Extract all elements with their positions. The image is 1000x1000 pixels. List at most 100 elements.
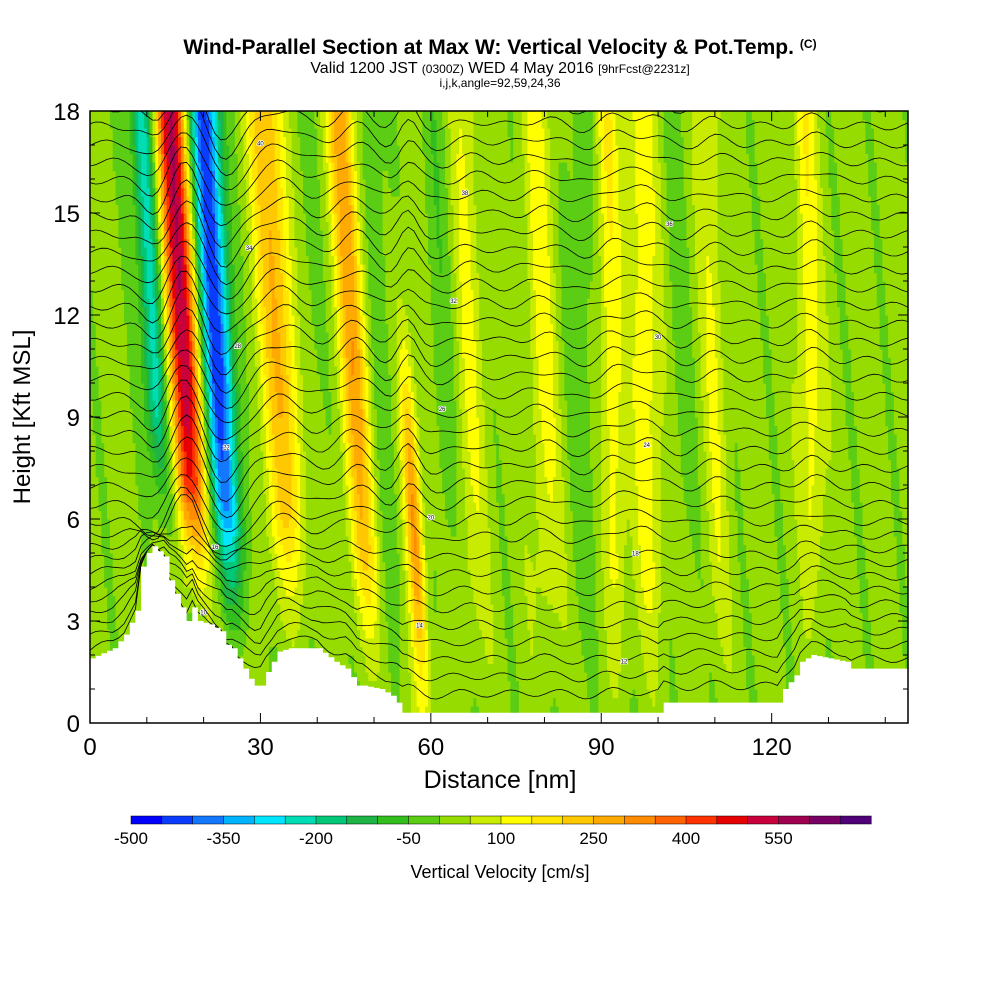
field-cell (232, 179, 236, 189)
field-cell (146, 468, 151, 478)
field-cell (206, 162, 210, 172)
velocity-field (90, 111, 908, 723)
field-cell (149, 272, 154, 282)
field-cell (234, 570, 239, 580)
field-cell (172, 459, 176, 469)
field-cell (166, 391, 171, 401)
field-cell (98, 119, 102, 129)
field-cell (183, 476, 188, 486)
field-cell (126, 374, 131, 384)
field-cell (234, 595, 239, 605)
field-cell (115, 374, 120, 384)
field-cell (217, 434, 222, 444)
field-cell (124, 425, 128, 435)
field-cell (90, 468, 94, 478)
field-cell (212, 170, 216, 180)
field-cell (115, 595, 120, 605)
field-cell (146, 366, 151, 376)
field-cell (118, 366, 122, 376)
field-cell (189, 340, 193, 350)
field-cell (107, 170, 111, 180)
field-cell (104, 400, 108, 410)
field-cell (155, 170, 159, 180)
field-cell (115, 247, 120, 257)
field-cell (189, 391, 193, 401)
field-cell (138, 451, 142, 461)
grid-indices: i,j,k,angle=92,59,24,36 (0, 76, 1000, 90)
field-cell (166, 128, 171, 138)
field-cell (146, 536, 151, 546)
field-cell (192, 544, 196, 554)
field-cell (203, 587, 208, 597)
field-cell (166, 544, 171, 554)
field-cell (112, 315, 117, 325)
field-cell (124, 595, 128, 605)
field-cell (166, 357, 171, 367)
field-cell (92, 570, 97, 580)
field-cell (98, 306, 102, 316)
field-cell (214, 272, 219, 282)
field-cell (92, 561, 97, 571)
field-cell (146, 493, 151, 503)
field-cell (95, 425, 100, 435)
field-cell (217, 204, 222, 214)
field-cell (234, 264, 239, 274)
field-cell (104, 383, 108, 393)
field-cell (175, 425, 179, 435)
field-cell (223, 187, 227, 197)
field-cell (229, 281, 233, 291)
field-cell (232, 391, 236, 401)
field-cell (95, 561, 100, 571)
field-cell (95, 621, 100, 631)
field-cell (223, 204, 227, 214)
field-cell (232, 502, 236, 512)
field-cell (146, 187, 151, 197)
field-cell (158, 417, 162, 427)
field-cell (155, 451, 159, 461)
field-cell (186, 221, 191, 231)
field-cell (109, 289, 114, 299)
field-cell (178, 162, 182, 172)
field-cell (155, 332, 159, 342)
field-cell (197, 119, 202, 129)
field-cell (118, 289, 122, 299)
field-cell (223, 111, 227, 121)
field-cell (217, 179, 222, 189)
field-cell (124, 357, 128, 367)
field-cell (189, 366, 193, 376)
field-cell (163, 187, 168, 197)
field-cell (109, 476, 114, 486)
field-cell (107, 595, 111, 605)
field-cell (92, 468, 97, 478)
field-cell (92, 553, 97, 563)
field-cell (195, 544, 199, 554)
field-cell (149, 204, 154, 214)
field-cell (135, 264, 139, 274)
field-cell (101, 629, 105, 639)
field-cell (107, 493, 111, 503)
field-cell (223, 587, 227, 597)
field-cell (178, 145, 182, 155)
field-cell (197, 459, 202, 469)
field-cell (124, 604, 128, 614)
field-cell (178, 451, 182, 461)
field-cell (152, 204, 156, 214)
field-cell (143, 459, 148, 469)
field-cell (107, 604, 111, 614)
field-cell (214, 502, 219, 512)
field-cell (98, 425, 102, 435)
field-cell (135, 136, 139, 146)
field-cell (214, 468, 219, 478)
field-cell (183, 383, 188, 393)
field-cell (172, 153, 176, 163)
field-cell (209, 187, 213, 197)
field-cell (166, 306, 171, 316)
field-cell (121, 255, 125, 265)
field-cell (203, 510, 208, 520)
field-cell (115, 306, 120, 316)
field-cell (192, 111, 196, 121)
field-cell (101, 383, 105, 393)
field-cell (161, 459, 165, 469)
field-cell (189, 170, 193, 180)
field-cell (121, 298, 125, 308)
